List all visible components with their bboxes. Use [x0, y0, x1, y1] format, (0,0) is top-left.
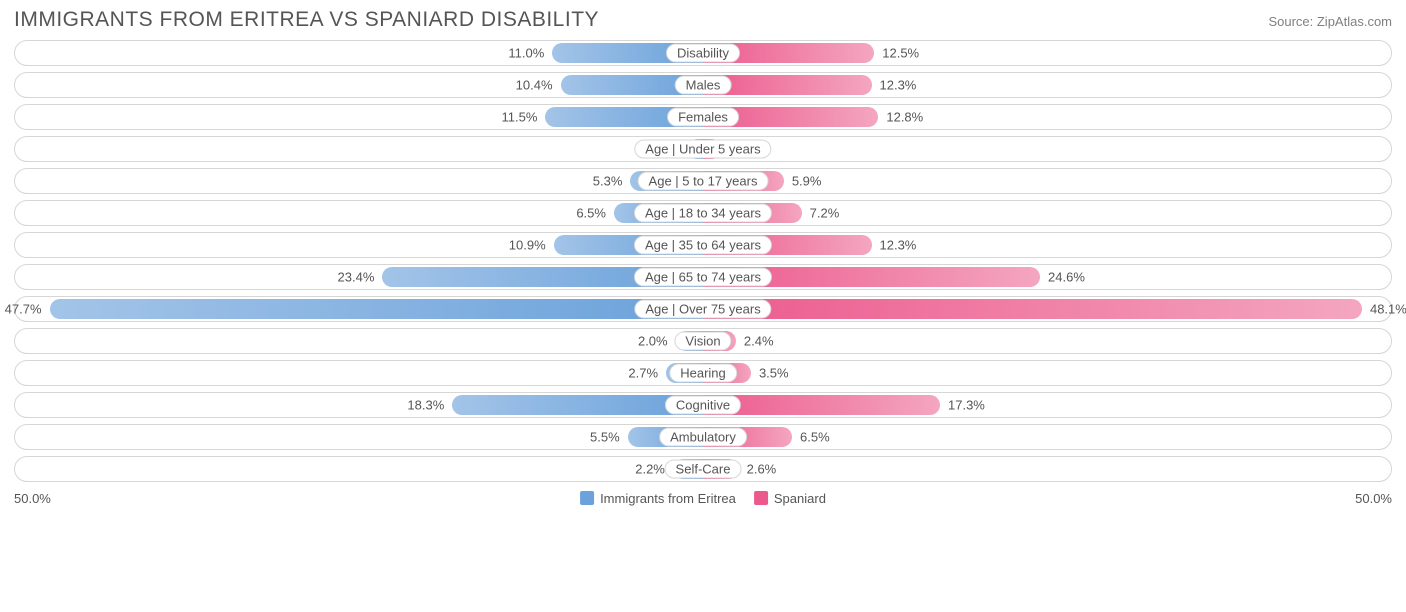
row-right-half: 5.9%: [703, 171, 1388, 191]
row-right-half: 1.4%: [703, 139, 1388, 159]
value-label-right: 6.5%: [800, 430, 830, 445]
chart-row: 1.2%1.4%Age | Under 5 years: [14, 136, 1392, 162]
row-left-half: 2.7%: [18, 363, 703, 383]
legend-swatch-left: [580, 491, 594, 505]
category-label: Hearing: [669, 364, 737, 383]
value-label-right: 12.3%: [880, 238, 917, 253]
row-right-half: 7.2%: [703, 203, 1388, 223]
category-label: Males: [675, 76, 732, 95]
row-left-half: 5.5%: [18, 427, 703, 447]
category-label: Disability: [666, 44, 740, 63]
value-label-left: 23.4%: [338, 270, 375, 285]
row-right-half: 3.5%: [703, 363, 1388, 383]
row-right-half: 12.3%: [703, 75, 1388, 95]
legend-item-right: Spaniard: [754, 491, 826, 506]
row-right-half: 17.3%: [703, 395, 1388, 415]
value-label-left: 18.3%: [407, 398, 444, 413]
value-label-left: 5.5%: [590, 430, 620, 445]
value-label-left: 6.5%: [576, 206, 606, 221]
category-label: Females: [667, 108, 739, 127]
row-left-half: 11.5%: [18, 107, 703, 127]
row-left-half: 2.2%: [18, 459, 703, 479]
chart-row: 2.7% 3.5% Hearing: [14, 360, 1392, 386]
bar-left: [50, 299, 703, 319]
value-label-right: 3.5%: [759, 366, 789, 381]
value-label-left: 2.7%: [628, 366, 658, 381]
legend-item-left: Immigrants from Eritrea: [580, 491, 736, 506]
chart-row: 6.5% 7.2% Age | 18 to 34 years: [14, 200, 1392, 226]
row-left-half: 5.3%: [18, 171, 703, 191]
value-label-right: 48.1%: [1370, 302, 1406, 317]
value-label-left: 2.0%: [638, 334, 668, 349]
row-left-half: 23.4%: [18, 267, 703, 287]
value-label-left: 11.0%: [508, 46, 544, 61]
legend-label-left: Immigrants from Eritrea: [600, 491, 736, 506]
value-label-right: 12.3%: [880, 78, 917, 93]
row-right-half: 12.5%: [703, 43, 1388, 63]
category-label: Age | 5 to 17 years: [638, 172, 769, 191]
legend-label-right: Spaniard: [774, 491, 826, 506]
category-label: Age | 18 to 34 years: [634, 204, 772, 223]
value-label-right: 12.8%: [886, 110, 923, 125]
value-label-right: 17.3%: [948, 398, 985, 413]
chart-row: 11.5% 12.8% Females: [14, 104, 1392, 130]
row-left-half: 6.5%: [18, 203, 703, 223]
row-left-half: 10.4%: [18, 75, 703, 95]
value-label-left: 10.9%: [509, 238, 546, 253]
chart-row: 18.3% 17.3% Cognitive: [14, 392, 1392, 418]
row-right-half: 12.3%: [703, 235, 1388, 255]
bar-right: [703, 299, 1362, 319]
category-label: Age | Under 5 years: [634, 140, 771, 159]
row-right-half: 24.6%: [703, 267, 1388, 287]
row-left-half: 47.7%: [18, 299, 703, 319]
row-left-half: 18.3%: [18, 395, 703, 415]
row-right-half: 2.4%: [703, 331, 1388, 351]
value-label-right: 2.6%: [747, 462, 777, 477]
chart-rows: 11.0% 12.5% Disability 10.4% 12.3% Males 11.5%…: [14, 40, 1392, 482]
category-label: Age | 65 to 74 years: [634, 268, 772, 287]
chart-row: 2.0% 2.4% Vision: [14, 328, 1392, 354]
category-label: Age | Over 75 years: [634, 300, 771, 319]
chart-container: IMMIGRANTS FROM ERITREA VS SPANIARD DISA…: [0, 0, 1406, 514]
legend: Immigrants from Eritrea Spaniard: [580, 491, 826, 506]
category-label: Vision: [674, 332, 731, 351]
value-label-right: 5.9%: [792, 174, 822, 189]
category-label: Ambulatory: [659, 428, 747, 447]
row-left-half: 11.0%: [18, 43, 703, 63]
axis-right-max: 50.0%: [1355, 491, 1392, 506]
chart-row: 10.4% 12.3% Males: [14, 72, 1392, 98]
row-left-half: 1.2%: [18, 139, 703, 159]
row-right-half: 48.1%: [703, 299, 1388, 319]
category-label: Self-Care: [665, 460, 742, 479]
category-label: Age | 35 to 64 years: [634, 236, 772, 255]
legend-swatch-right: [754, 491, 768, 505]
chart-row: 23.4% 24.6% Age | 65 to 74 years: [14, 264, 1392, 290]
chart-source: Source: ZipAtlas.com: [1268, 14, 1392, 29]
row-right-half: 12.8%: [703, 107, 1388, 127]
value-label-right: 24.6%: [1048, 270, 1085, 285]
value-label-left: 11.5%: [502, 110, 538, 125]
chart-row: 5.3% 5.9% Age | 5 to 17 years: [14, 168, 1392, 194]
value-label-left: 47.7%: [5, 302, 42, 317]
chart-row: 47.7%48.1%Age | Over 75 years: [14, 296, 1392, 322]
chart-row: 5.5% 6.5% Ambulatory: [14, 424, 1392, 450]
value-label-right: 7.2%: [810, 206, 840, 221]
value-label-right: 2.4%: [744, 334, 774, 349]
value-label-left: 10.4%: [516, 78, 553, 93]
row-left-half: 10.9%: [18, 235, 703, 255]
category-label: Cognitive: [665, 396, 741, 415]
value-label-left: 5.3%: [593, 174, 623, 189]
chart-row: 11.0% 12.5% Disability: [14, 40, 1392, 66]
chart-title: IMMIGRANTS FROM ERITREA VS SPANIARD DISA…: [14, 8, 599, 32]
header-row: IMMIGRANTS FROM ERITREA VS SPANIARD DISA…: [14, 8, 1392, 32]
value-label-left: 2.2%: [635, 462, 665, 477]
chart-row: 2.2% 2.6% Self-Care: [14, 456, 1392, 482]
row-right-half: 6.5%: [703, 427, 1388, 447]
row-right-half: 2.6%: [703, 459, 1388, 479]
axis-left-max: 50.0%: [14, 491, 51, 506]
value-label-right: 12.5%: [882, 46, 919, 61]
chart-row: 10.9% 12.3% Age | 35 to 64 years: [14, 232, 1392, 258]
chart-footer: 50.0% Immigrants from Eritrea Spaniard 5…: [14, 488, 1392, 508]
row-left-half: 2.0%: [18, 331, 703, 351]
